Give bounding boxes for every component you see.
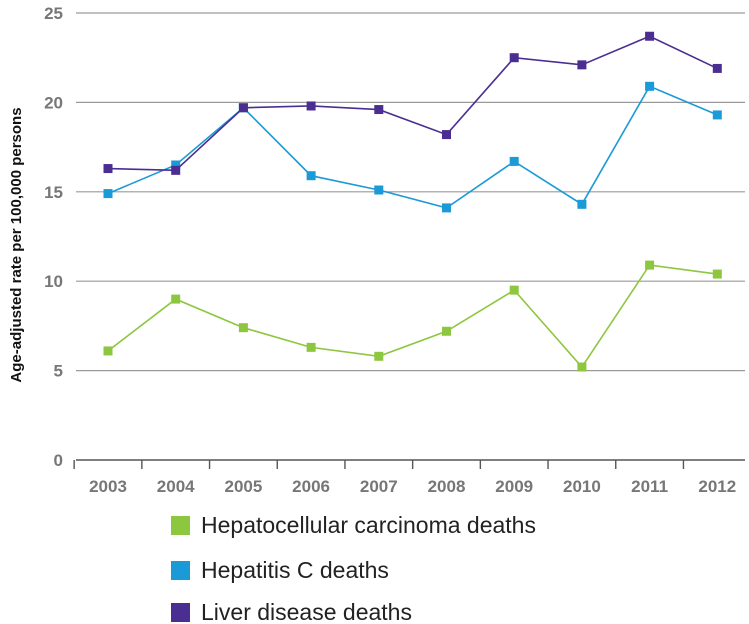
- x-tick-label: 2011: [631, 477, 668, 496]
- series-line: [107, 35, 718, 172]
- data-point: [509, 53, 519, 63]
- data-point: [103, 346, 113, 356]
- x-tick-label: 2006: [292, 477, 330, 496]
- y-tick-labels: 0 5 10 15 20 25: [44, 4, 63, 470]
- x-tick-label: 2004: [157, 477, 195, 496]
- data-point: [306, 171, 316, 181]
- data-point: [577, 60, 587, 70]
- data-point: [509, 156, 519, 166]
- data-point: [103, 189, 113, 199]
- data-point: [577, 199, 587, 209]
- series-line: [107, 264, 718, 369]
- data-point: [577, 362, 587, 372]
- legend-item: Hepatocellular carcinoma deaths: [171, 512, 536, 538]
- data-point: [509, 285, 519, 295]
- data-point: [171, 165, 181, 175]
- data-point: [374, 105, 384, 115]
- legend-swatch: [171, 561, 190, 580]
- y-tick-label: 0: [54, 451, 63, 470]
- y-tick-label: 25: [44, 4, 63, 23]
- legend-swatch: [171, 516, 190, 535]
- y-axis-label: Age-adjusted rate per 100,000 persons: [8, 107, 25, 382]
- legend-swatch: [171, 603, 190, 622]
- data-point: [238, 323, 248, 333]
- data-point: [238, 103, 248, 113]
- y-tick-label: 5: [54, 362, 63, 381]
- data-point: [645, 81, 655, 91]
- data-point: [374, 351, 384, 361]
- series-2: [103, 31, 722, 175]
- x-tick-label: 2007: [360, 477, 398, 496]
- legend: Hepatocellular carcinoma deaths Hepatitis…: [171, 512, 536, 624]
- x-tick-label: 2012: [698, 477, 736, 496]
- legend-label: Hepatocellular carcinoma deaths: [201, 512, 536, 538]
- x-tick-label: 2010: [563, 477, 601, 496]
- x-tick-label: 2008: [428, 477, 466, 496]
- series-line: [107, 85, 718, 209]
- data-point: [374, 185, 384, 195]
- y-tick-label: 15: [44, 183, 63, 202]
- data-point: [712, 63, 722, 73]
- x-tick-label: 2003: [89, 477, 127, 496]
- x-tick-label: 2009: [495, 477, 533, 496]
- data-point: [712, 110, 722, 120]
- data-point: [171, 294, 181, 304]
- y-tick-label: 20: [44, 93, 63, 112]
- gridlines: [76, 12, 745, 372]
- data-point: [442, 326, 451, 336]
- data-point: [442, 130, 451, 140]
- data-point: [645, 31, 655, 41]
- y-tick-label: 10: [44, 272, 63, 291]
- legend-item: Hepatitis C deaths: [171, 557, 389, 583]
- legend-label: Hepatitis C deaths: [201, 557, 389, 583]
- data-point: [645, 260, 655, 270]
- data-point: [712, 269, 722, 279]
- series-0: [103, 260, 722, 372]
- data-point: [306, 342, 316, 352]
- series-group: [103, 31, 722, 372]
- data-point: [103, 164, 113, 174]
- legend-label: Liver disease deaths: [201, 599, 412, 624]
- x-tick-label: 2005: [224, 477, 262, 496]
- legend-item: Liver disease deaths: [171, 599, 412, 624]
- data-point: [442, 203, 451, 213]
- data-point: [171, 160, 181, 170]
- x-axis: 2003 2004 2005 2006 2007 2008 2009 2010 2011 2012: [73, 459, 745, 496]
- data-point: [306, 101, 316, 111]
- series-1: [103, 81, 722, 213]
